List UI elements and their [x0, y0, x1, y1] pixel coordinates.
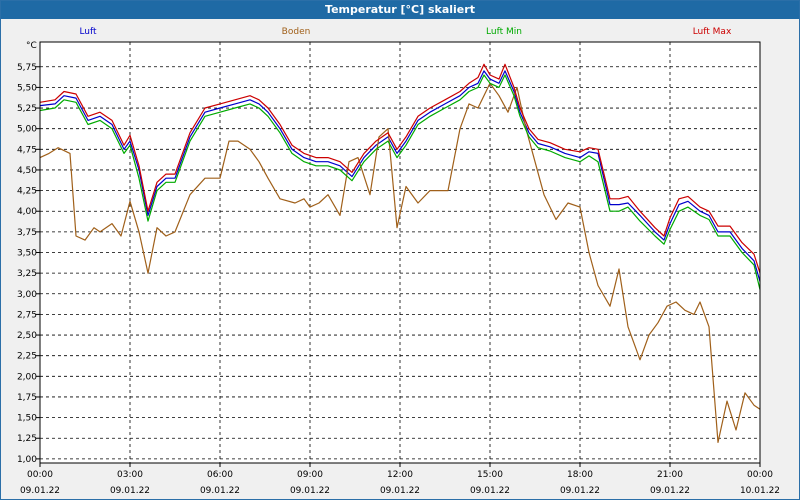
y-tick-label: 4,75 — [17, 145, 37, 155]
y-tick-label: 2,75 — [17, 310, 37, 320]
x-tick-time: 15:00 — [477, 470, 503, 480]
x-tick-date: 09.01.22 — [380, 486, 420, 496]
y-tick-label: 3,25 — [17, 269, 37, 279]
y-tick-label: 1,25 — [17, 434, 37, 444]
x-tick-time: 03:00 — [117, 470, 143, 480]
x-tick-time: 06:00 — [207, 470, 233, 480]
y-tick-label: 2,50 — [17, 331, 37, 341]
x-tick-date: 09.01.22 — [650, 486, 690, 496]
x-tick-time: 21:00 — [657, 470, 683, 480]
x-tick-time: 00:00 — [27, 470, 53, 480]
series-lines — [39, 63, 761, 443]
x-tick-time: 12:00 — [387, 470, 413, 480]
legend-entry: Luft Max — [693, 27, 732, 37]
legend: Luft Boden Luft Min Luft Max — [79, 27, 732, 37]
y-tick-label: 4,25 — [17, 187, 37, 197]
grid — [36, 42, 761, 467]
y-tick-label: 2,25 — [17, 352, 37, 362]
x-tick-time: 00:00 — [747, 470, 773, 480]
y-tick-label: 1,00 — [17, 455, 37, 465]
window-title: Temperatur [°C] skaliert — [1, 1, 799, 19]
y-tick-label: 5,25 — [17, 104, 37, 114]
x-tick-date: 09.01.22 — [110, 486, 150, 496]
legend-entry: Luft — [79, 27, 97, 37]
y-tick-label: 5,50 — [17, 83, 37, 93]
series-line-luft-min — [39, 74, 761, 290]
y-tick-label: 4,00 — [17, 207, 37, 217]
y-tick-label: 3,50 — [17, 249, 37, 259]
y-tick-label: 2,00 — [17, 372, 37, 382]
x-tick-time: 18:00 — [567, 470, 593, 480]
x-tick-date: 09.01.22 — [200, 486, 240, 496]
y-tick-labels: 1,00 1,25 1,50 1,75 2,00 2,25 2,50 2,75 3,00 3,25… — [17, 63, 37, 465]
plot-frame — [39, 41, 761, 464]
y-tick-label: 4,50 — [17, 166, 37, 176]
y-tick-label: 5,75 — [17, 63, 37, 73]
y-tick-label: 5,00 — [17, 125, 37, 135]
y-tick-label: 1,75 — [17, 393, 37, 403]
y-axis-unit: °C — [26, 41, 37, 51]
series-line-boden — [39, 82, 761, 443]
x-tick-date: 10.01.22 — [740, 486, 780, 496]
x-tick-labels: 00:00 09.01.22 03:00 09.01.22 06:00 09.01.22 0… — [20, 470, 780, 496]
x-tick-date: 09.01.22 — [560, 486, 600, 496]
x-tick-date: 09.01.22 — [470, 486, 510, 496]
y-tick-label: 3,00 — [17, 290, 37, 300]
series-line-luft-max — [39, 63, 761, 274]
series-line-luft — [39, 70, 761, 282]
y-tick-label: 1,50 — [17, 414, 37, 424]
x-tick-date: 09.01.22 — [20, 486, 60, 496]
y-tick-label: 3,75 — [17, 228, 37, 238]
legend-entry: Boden — [282, 27, 311, 37]
legend-entry: Luft Min — [486, 27, 522, 37]
x-tick-time: 09:00 — [297, 470, 323, 480]
x-tick-date: 09.01.22 — [290, 486, 330, 496]
